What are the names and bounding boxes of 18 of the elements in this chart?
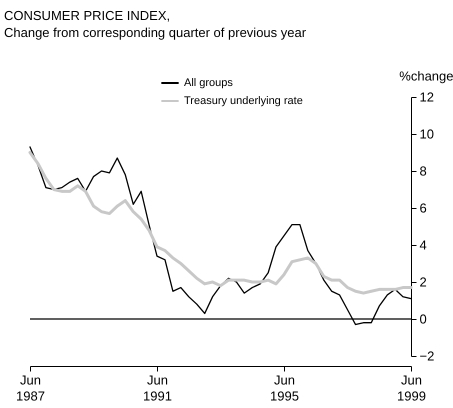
x-tick-label: Jun 1999 <box>397 372 426 404</box>
y-tick-label: 12 <box>420 90 434 104</box>
legend-label: All groups <box>184 77 234 89</box>
y-tick-label: 8 <box>420 164 427 178</box>
y-axis-title: %change <box>399 68 453 84</box>
x-tick-label: Jun 1991 <box>143 372 172 404</box>
chart-subtitle: Change from corresponding quarter of previous year <box>4 25 307 40</box>
y-tick-label: −2 <box>420 348 434 364</box>
y-tick-label: 4 <box>420 238 427 252</box>
y-tick-label: 10 <box>420 126 434 142</box>
x-tick-label: Jun 1995 <box>270 372 299 404</box>
legend-label: Treasury underlying rate <box>184 95 303 107</box>
y-tick-label: 0 <box>420 312 427 326</box>
line-series <box>28 151 412 295</box>
chart-title: CONSUMER PRICE INDEX, <box>4 8 170 23</box>
y-tick-label: 2 <box>420 274 427 290</box>
y-tick-label: 6 <box>420 200 427 216</box>
x-tick-label: Jun 1987 <box>16 372 45 404</box>
